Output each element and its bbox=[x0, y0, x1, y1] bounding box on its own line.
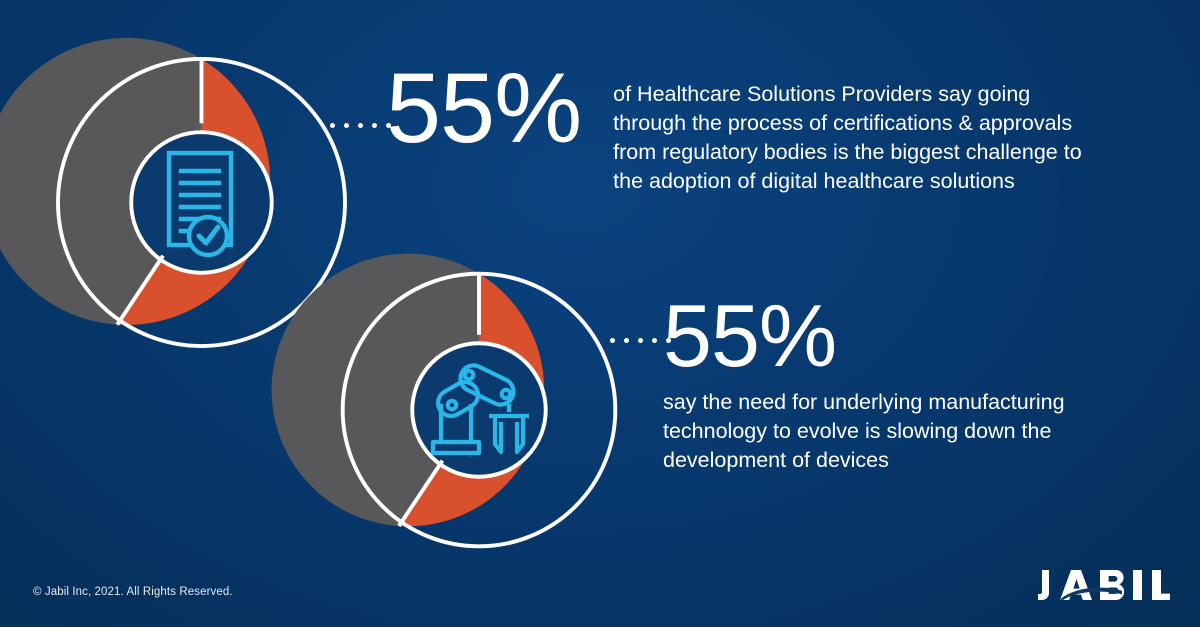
donut-inner-outline bbox=[410, 341, 548, 479]
donut-separator-end bbox=[397, 459, 445, 528]
stat-percent-value: 55% bbox=[386, 52, 582, 163]
donut-chart-manufacturing-technology bbox=[271, 253, 621, 552]
jabil-logo bbox=[1038, 566, 1170, 604]
leader-dots-stat-1 bbox=[330, 123, 391, 128]
donut-separator-end bbox=[115, 254, 165, 326]
copyright-notice: © Jabil Inc, 2021. All Rights Reserved. bbox=[33, 586, 233, 598]
donut-segment-remainder bbox=[271, 253, 479, 527]
leader-dots-stat-2 bbox=[610, 338, 671, 343]
stat-percent-value: 55% bbox=[663, 286, 837, 385]
stat-manufacturing-technology: 55% say the need for underlying manufact… bbox=[663, 292, 1141, 475]
donut-outer-outline bbox=[56, 57, 347, 348]
stat-description: say the need for underlying manufacturin… bbox=[663, 390, 1065, 472]
stat-description: of Healthcare Solutions Providers say go… bbox=[613, 82, 1082, 193]
stat-certifications: 55% of Healthcare Solutions Providers sa… bbox=[386, 58, 1093, 196]
donut-inner-outline bbox=[129, 130, 274, 275]
donut-outer-outline bbox=[340, 271, 618, 549]
